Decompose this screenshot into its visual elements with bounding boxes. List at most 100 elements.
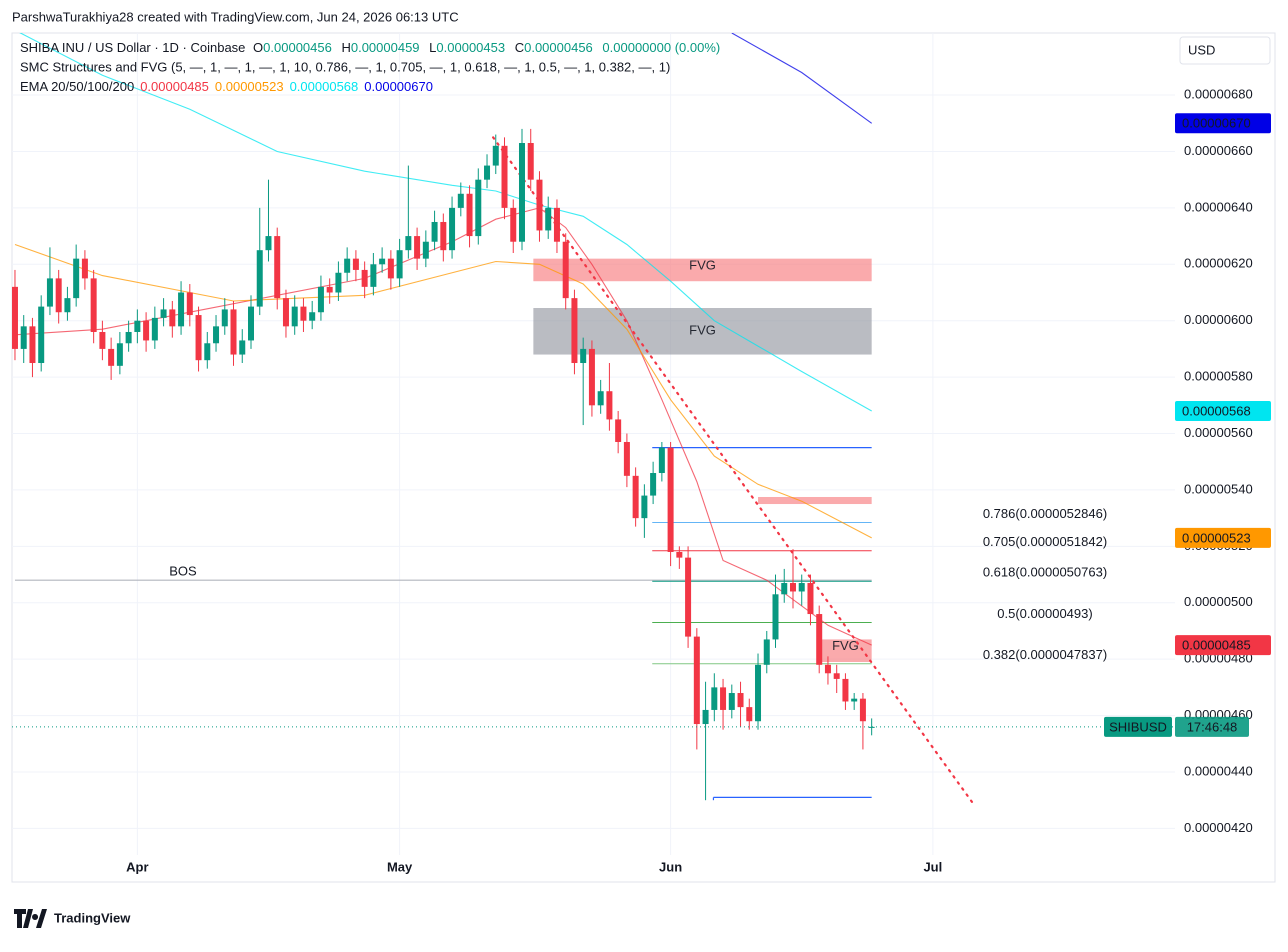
candle-body xyxy=(728,693,735,710)
candle-body xyxy=(510,207,517,242)
candle-body xyxy=(151,317,158,341)
ema-badge-label: 0.00000568 xyxy=(1182,403,1251,418)
candle-body xyxy=(702,709,709,725)
candle-body xyxy=(405,236,412,251)
candle-body xyxy=(553,207,560,242)
candle-body xyxy=(309,312,316,321)
logo-icon xyxy=(14,909,47,928)
candle-body xyxy=(536,179,543,231)
candle-body xyxy=(457,193,464,208)
ema-badge-label: 0.00000485 xyxy=(1182,638,1251,653)
candle-body xyxy=(195,315,202,361)
symbol-badge-label: SHIBUSD xyxy=(1109,719,1167,734)
candle-body xyxy=(580,348,587,364)
y-tick-label: 0.00000600 xyxy=(1184,312,1253,327)
legend-ema: EMA 20/50/100/200 0.00000485 0.00000523 0.0… xyxy=(20,79,433,94)
c-value: 0.00000456 xyxy=(524,40,593,55)
candle-body xyxy=(851,698,858,702)
ema-badge xyxy=(1175,635,1271,656)
ema-title: EMA 20/50/100/200 xyxy=(20,79,134,94)
y-tick-label: 0.00000560 xyxy=(1184,425,1253,440)
candle-body xyxy=(641,495,648,519)
candle-body xyxy=(798,583,805,592)
candle-body xyxy=(571,298,578,364)
candle-body xyxy=(370,264,377,287)
candle-body xyxy=(178,292,185,327)
y-tick-label: 0.00000660 xyxy=(1184,143,1253,158)
candle-body xyxy=(247,306,254,341)
y-tick-label: 0.00000420 xyxy=(1184,820,1253,835)
candle-body xyxy=(606,391,613,420)
candle-body xyxy=(868,726,875,728)
ema-badge xyxy=(1175,113,1271,134)
candle-body xyxy=(81,258,88,279)
candle-body xyxy=(685,557,692,637)
candle-body xyxy=(108,348,115,366)
countdown-badge xyxy=(1175,716,1249,737)
x-tick-label: Apr xyxy=(126,859,148,874)
candle-body xyxy=(545,207,552,231)
fib-label: 0.705(0.0000051842) xyxy=(983,534,1107,549)
candle-body xyxy=(763,639,770,665)
candle-body xyxy=(824,664,831,674)
candle-body xyxy=(90,278,97,332)
candle-body xyxy=(588,348,595,406)
candle-body xyxy=(274,236,281,299)
candle-body xyxy=(789,583,796,592)
candle-body xyxy=(326,286,333,293)
ema-value: 0.00000670 xyxy=(364,79,433,94)
candle-body xyxy=(484,165,491,180)
candle-body xyxy=(440,221,447,251)
candle-body xyxy=(737,693,744,708)
fib-label: 0.618(0.0000050763) xyxy=(983,565,1107,580)
candle-body xyxy=(169,309,176,327)
y-tick-label: 0.00000580 xyxy=(1184,369,1253,384)
candle-body xyxy=(256,250,263,307)
candle-body xyxy=(816,614,823,665)
o-value: 0.00000456 xyxy=(263,40,332,55)
candle-body xyxy=(781,583,788,595)
fib-label: 0.382(0.0000047837) xyxy=(983,647,1107,662)
candle-body xyxy=(414,236,421,259)
y-tick-label: 0.00000680 xyxy=(1184,86,1253,101)
y-tick-label: 0.00000540 xyxy=(1184,481,1253,496)
brand: TradingView xyxy=(54,910,131,925)
plot: BOS FVG FVG FVG xyxy=(12,33,976,807)
fvg-label: FVG xyxy=(689,257,716,272)
candle-body xyxy=(239,340,246,355)
ema-line xyxy=(14,207,872,646)
y-tick-label: 0.00000440 xyxy=(1184,763,1253,778)
fvg-zone xyxy=(533,258,872,282)
candle-body xyxy=(265,236,272,251)
symbol: SHIBA INU / US Dollar · 1D · Coinbase xyxy=(20,40,245,55)
candle-body xyxy=(711,687,718,710)
candle-body xyxy=(317,286,324,313)
candle-body xyxy=(807,583,814,615)
candle-body xyxy=(527,143,534,180)
candle-body xyxy=(772,594,779,640)
frame xyxy=(11,32,1276,883)
ema-line xyxy=(731,33,873,124)
candle-body xyxy=(125,331,132,344)
currency[interactable]: USD xyxy=(1188,42,1215,57)
candle-body xyxy=(475,179,482,237)
candle-body xyxy=(204,343,211,361)
candle-body xyxy=(422,241,429,259)
x-tick-label: Jul xyxy=(923,859,942,874)
candle-body xyxy=(658,447,665,474)
currency-box[interactable] xyxy=(1179,36,1271,65)
y-tick-label: 0.00000640 xyxy=(1184,199,1253,214)
candle-body xyxy=(387,258,394,279)
candle-body xyxy=(55,278,62,313)
ema-value: 0.00000523 xyxy=(215,79,284,94)
candle-body xyxy=(859,698,866,722)
candle-body xyxy=(230,309,237,355)
candle-body xyxy=(615,419,622,442)
fib-label: 0.5(0.00000493) xyxy=(997,606,1092,621)
candle-body xyxy=(221,309,228,327)
fib-label: 0.786(0.0000052846) xyxy=(983,506,1107,521)
candle-body xyxy=(186,292,193,316)
candle-body xyxy=(720,687,727,710)
y-tick-label: 0.00000620 xyxy=(1184,256,1253,271)
candle-body xyxy=(46,278,53,307)
